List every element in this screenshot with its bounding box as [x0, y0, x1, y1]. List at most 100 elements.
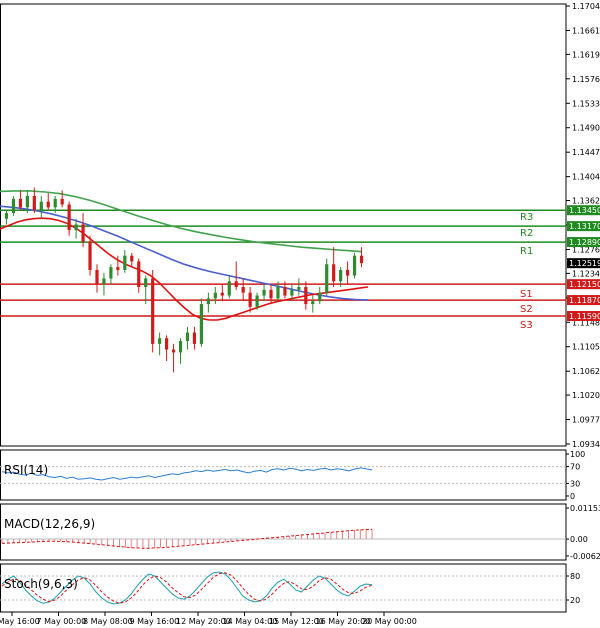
indicator-tick-label: 100: [570, 450, 585, 459]
candle-body: [318, 292, 322, 302]
candle-body: [345, 269, 350, 276]
time-tick-label: 14 May 04:00: [223, 617, 278, 626]
price-tick-label: 1.09770: [572, 416, 600, 425]
candle-body: [192, 332, 197, 344]
candle-body: [325, 264, 329, 293]
time-tick-label: 9 May 16:00: [130, 617, 180, 626]
support-s3-price-box: [567, 311, 600, 322]
time-tick-label: 20 May 00:00: [362, 617, 417, 626]
price-tick-label: 1.16190: [572, 50, 600, 59]
price-tick-label: 1.10200: [572, 391, 600, 400]
indicator-title: Stoch(9,6,3): [4, 577, 78, 591]
price-tick-label: 1.15330: [572, 99, 600, 108]
price-tick-label: 1.12760: [572, 245, 600, 254]
candle-body: [46, 201, 50, 208]
candle-body: [18, 198, 23, 208]
current-price-box: [567, 258, 600, 269]
candle-body: [359, 255, 364, 264]
candle-body: [171, 349, 176, 353]
r1-label: R1: [520, 246, 533, 257]
price-tick-label: 1.12340: [572, 269, 600, 278]
price-tick-label: 1.14040: [572, 173, 600, 182]
candle-body: [352, 255, 357, 276]
candle-body: [25, 195, 29, 208]
candle-body: [123, 255, 127, 270]
macd-signal-line: [1, 528, 373, 549]
s1-label: S1: [520, 289, 533, 300]
candle-body: [234, 281, 238, 288]
candle-body: [304, 287, 308, 305]
resistance-r2-price-label: 1.13170: [569, 222, 600, 231]
candle-body: [4, 213, 9, 219]
candle-body: [178, 341, 183, 353]
candle-body: [60, 198, 64, 205]
candle-body: [199, 304, 204, 344]
candle-body: [262, 289, 266, 296]
resistance-r3-price-box: [567, 205, 600, 216]
pivot-price-label: 1.12150: [569, 280, 600, 289]
rsi-line: [1, 467, 373, 481]
candle-body: [95, 269, 99, 285]
indicator-frame: [0, 563, 567, 613]
price-tick-label: 1.16610: [572, 26, 600, 35]
candle-body: [311, 301, 315, 305]
candle-body: [283, 287, 287, 296]
time-tick-label: 12 May 20:00: [176, 617, 231, 626]
candle-body: [269, 289, 273, 299]
candle-body: [151, 278, 155, 344]
indicator-frame: [0, 449, 567, 501]
indicator-tick-label: -0.006297: [570, 552, 600, 561]
candle-body: [81, 224, 85, 242]
candle-body: [220, 292, 224, 296]
candle-body: [213, 292, 217, 299]
indicator-frame: [0, 503, 567, 561]
s2-label: S2: [520, 304, 533, 315]
indicator-title: RSI(14): [4, 463, 48, 477]
price-tick-label: 1.14900: [572, 124, 600, 133]
stoch-k-line: [1, 571, 373, 605]
rsi-pane: 100 70 30 0 RSI(14): [0, 449, 585, 501]
candle-body: [185, 332, 190, 342]
price-pane-frame: [0, 3, 567, 447]
resistance-r3-price-label: 1.13450: [569, 206, 600, 215]
indicator-title: MACD(12,26,9): [4, 517, 95, 531]
candle-body: [137, 261, 141, 288]
candle-body: [116, 267, 120, 270]
time-tick-label: 8 May 08:00: [83, 617, 133, 626]
candle-body: [255, 295, 259, 307]
price-tick-label: 1.09340: [572, 440, 600, 449]
candle-body: [227, 281, 231, 296]
candle-body: [74, 224, 78, 231]
current-price-label: 1.12519: [569, 259, 600, 268]
candle-body: [276, 287, 280, 299]
indicator-tick-label: 0.00: [570, 535, 588, 544]
price-tick-label: 1.15760: [572, 75, 600, 84]
candle-body: [144, 278, 148, 288]
candle-body: [248, 292, 252, 307]
candle-body: [241, 287, 245, 293]
candle-body: [339, 269, 343, 282]
s3-label: S3: [520, 320, 533, 331]
candle-body: [297, 287, 301, 290]
price-pane: 1.17040 1.16610 1.16190 1.15760 1.15330 1.149…: [0, 2, 600, 449]
pivot-price-box: [567, 279, 600, 290]
r3-label: R3: [520, 212, 533, 223]
price-tick-label: 1.17040: [572, 2, 600, 11]
resistance-r1-price-box: [567, 237, 600, 248]
candle-body: [11, 198, 16, 214]
candle-body: [206, 298, 210, 305]
indicator-tick-label: 30: [570, 479, 580, 488]
candle-body: [32, 195, 36, 211]
indicator-tick-label: 80: [570, 572, 580, 581]
candle-body: [88, 241, 92, 270]
time-tick-label: 15 May 12:00: [269, 617, 324, 626]
resistance-r2-price-box: [567, 221, 600, 232]
candle-body: [53, 198, 57, 208]
candle-body: [290, 289, 294, 296]
support-s1-price-label: 1.11870: [569, 296, 600, 305]
candle-body: [332, 264, 336, 282]
time-axis: 6 May 16:007 May 00:008 May 08:009 May 1…: [0, 612, 417, 626]
indicator-tick-label: 70: [570, 463, 580, 472]
candle-body: [102, 278, 106, 285]
